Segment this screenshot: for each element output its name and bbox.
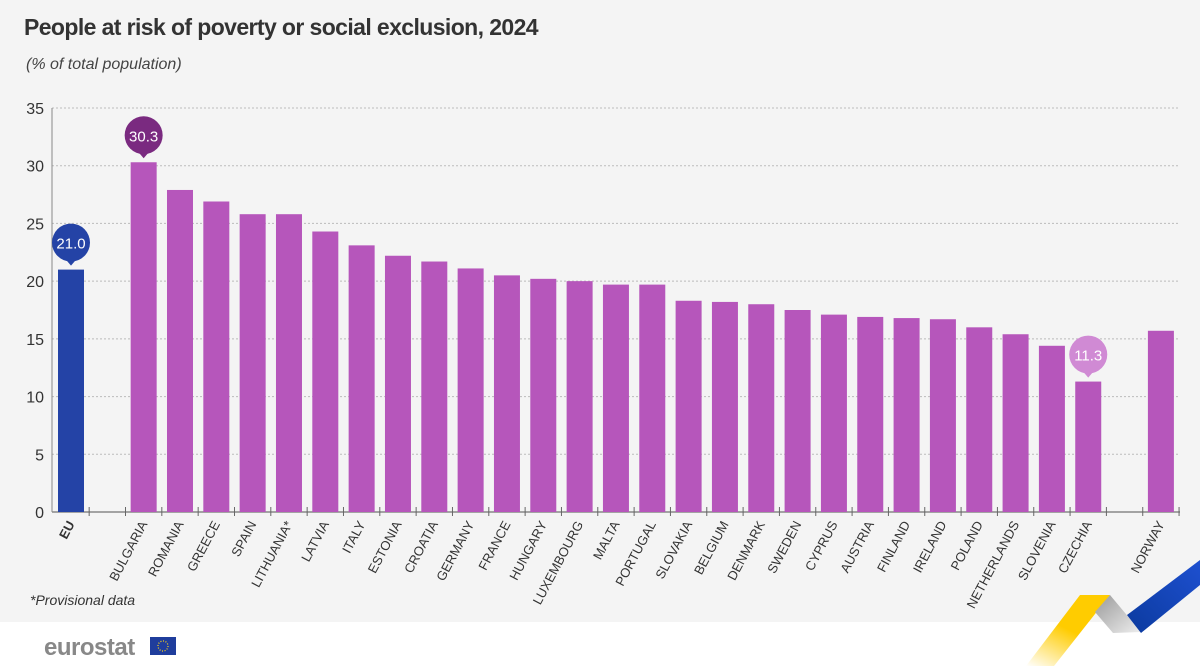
bar-belgium	[711, 301, 738, 512]
y-tick-label: 30	[26, 159, 44, 176]
y-tick-label: 25	[26, 216, 44, 233]
footer	[0, 622, 1200, 666]
eu-flag-icon	[150, 637, 176, 655]
bar-norway	[1147, 330, 1174, 512]
bar-spain	[239, 214, 266, 513]
bar-luxembourg	[566, 281, 593, 512]
bar-austria	[857, 316, 884, 512]
bar-croatia	[421, 261, 448, 512]
data-label: 21.0	[56, 236, 85, 253]
bar-czechia	[1075, 381, 1102, 512]
data-label: 11.3	[1074, 348, 1102, 365]
bar-slovakia	[675, 300, 702, 512]
y-tick-label: 10	[26, 390, 44, 407]
data-label-pointer	[1082, 370, 1095, 378]
eurostat-logo: eurostat	[44, 634, 135, 661]
data-label-pointer	[65, 258, 77, 266]
data-label-bubble	[52, 223, 90, 262]
bar-greece	[203, 201, 230, 513]
bar-portugal	[639, 284, 666, 512]
y-tick-label: 0	[35, 505, 44, 522]
data-label-pointer	[137, 151, 150, 159]
bar-italy	[348, 245, 375, 513]
bar-cyprus	[820, 314, 847, 512]
y-tick-label: 5	[35, 447, 44, 464]
bar-ireland	[929, 319, 956, 512]
bar-poland	[966, 327, 993, 512]
bar-france	[493, 275, 520, 512]
x-tick-label: EU	[56, 518, 78, 541]
bar-germany	[457, 268, 484, 512]
bar-eu	[58, 269, 84, 512]
y-tick-label: 15	[26, 332, 44, 349]
bar-romania	[166, 189, 193, 512]
bar-slovenia	[1038, 345, 1065, 512]
bar-finland	[893, 318, 920, 512]
bar-lithuania	[275, 214, 302, 513]
chart-title: People at risk of poverty or social excl…	[24, 14, 539, 40]
data-label-bubble	[124, 116, 163, 155]
y-tick-label: 20	[26, 274, 44, 291]
data-label-bubble	[1069, 335, 1108, 374]
bar-netherlands	[1002, 334, 1029, 512]
data-label: 30.3	[129, 128, 158, 145]
bar-hungary	[530, 278, 557, 512]
bar-bulgaria	[130, 162, 157, 512]
footnote: *Provisional data	[30, 592, 136, 608]
bar-estonia	[384, 255, 411, 512]
bar-denmark	[748, 304, 775, 512]
bar-sweden	[784, 310, 811, 512]
bar-latvia	[312, 231, 339, 512]
y-tick-label: 35	[26, 101, 44, 118]
chart-subtitle: (% of total population)	[26, 56, 182, 73]
bar-malta	[602, 284, 629, 512]
